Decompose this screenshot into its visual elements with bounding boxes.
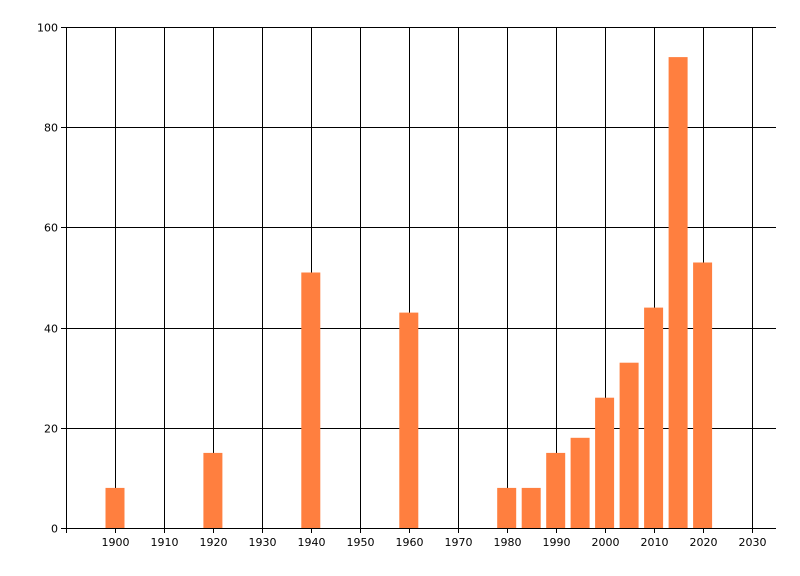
bar	[203, 452, 223, 528]
x-tick-label: 1940	[298, 536, 326, 549]
y-tick-label: 100	[37, 22, 58, 35]
x-tick-label: 2030	[739, 536, 767, 549]
bar	[644, 307, 664, 528]
axes	[61, 27, 776, 533]
bar	[668, 57, 688, 528]
x-tick-label: 1910	[151, 536, 179, 549]
x-tick-label: 1930	[249, 536, 277, 549]
x-tick-label: 2000	[592, 536, 620, 549]
y-tick-label: 0	[51, 523, 58, 536]
x-tick-label: 1970	[445, 536, 473, 549]
bar	[301, 272, 321, 528]
bar	[546, 452, 566, 528]
y-tick-labels: 0 20 40 60 80 100	[37, 22, 58, 536]
bar	[497, 487, 517, 528]
bar	[105, 487, 125, 528]
y-tick-label: 80	[44, 122, 58, 135]
x-tick-labels: 1900 1910 1920 1930 1940 1950 1960 1970 1980 1990…	[102, 536, 767, 549]
x-tick-label: 1980	[494, 536, 522, 549]
y-tick-label: 20	[44, 423, 58, 436]
bar	[619, 362, 639, 528]
x-tick-label: 2020	[690, 536, 718, 549]
x-tick-label: 1920	[200, 536, 228, 549]
bar	[521, 487, 541, 528]
y-tick-label: 60	[44, 222, 58, 235]
x-tick-label: 1960	[396, 536, 424, 549]
x-tick-label: 1990	[543, 536, 571, 549]
x-tick-label: 2010	[641, 536, 669, 549]
y-tick-label: 40	[44, 323, 58, 336]
bars	[105, 57, 713, 528]
x-tick-label: 1950	[347, 536, 375, 549]
x-tick-label: 1900	[102, 536, 130, 549]
bar	[399, 312, 419, 528]
bar	[570, 437, 590, 528]
bar	[595, 397, 615, 528]
bar	[693, 262, 713, 528]
